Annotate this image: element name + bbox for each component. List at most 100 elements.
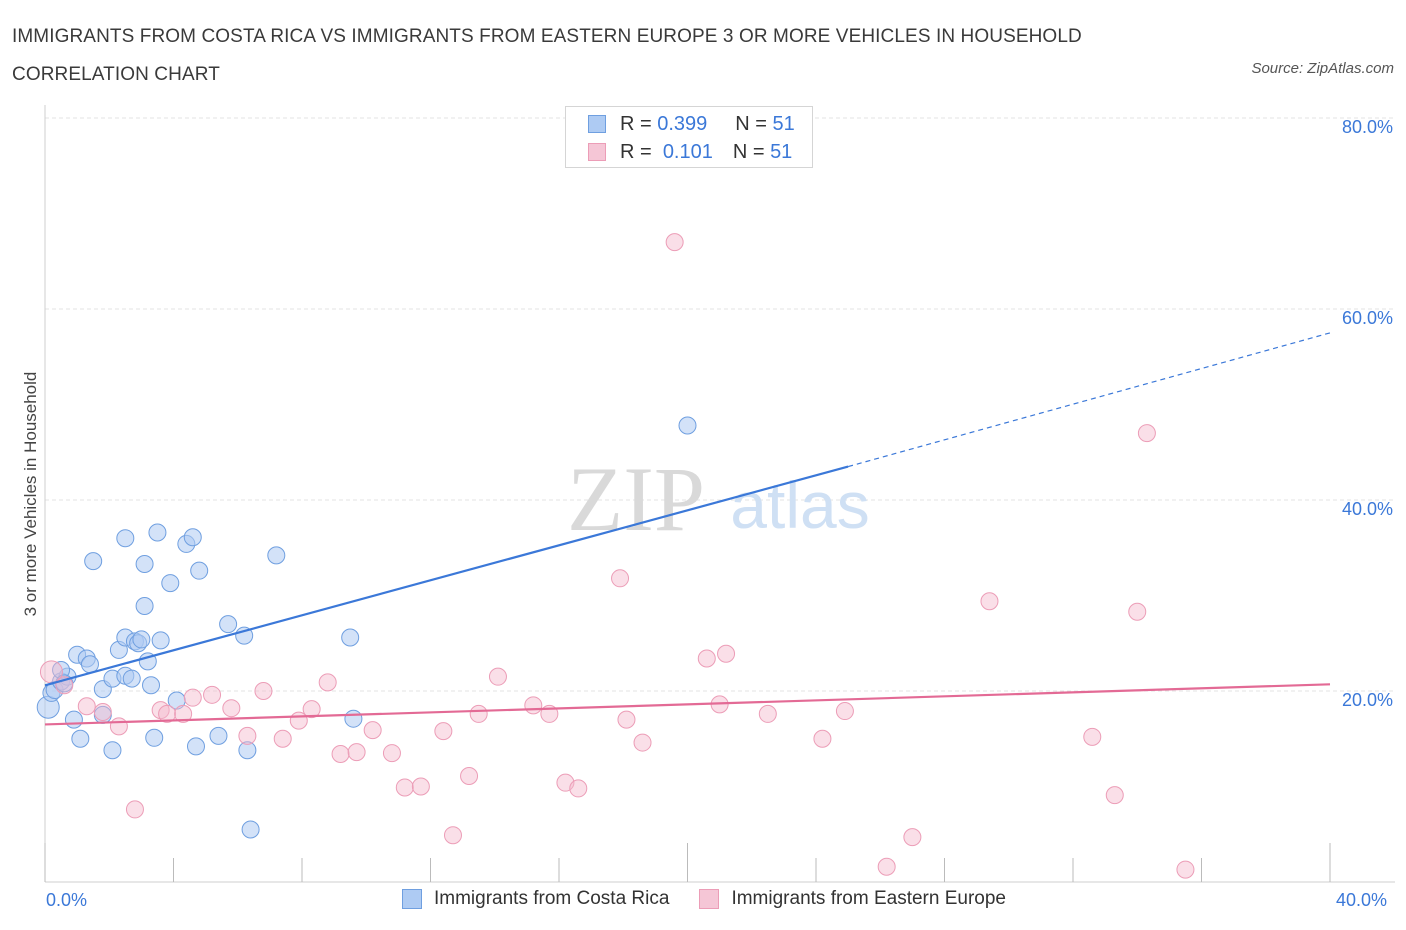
legend-n-value: 51 [772,112,795,135]
eastern-europe-point [980,592,999,611]
eastern-europe-point [347,743,366,762]
costa-rica-point [241,820,260,839]
legend-swatch-blue [588,115,606,133]
gridlines [45,117,1395,692]
eastern-europe-point [877,857,896,876]
y-tick-label: 60.0% [1342,308,1393,328]
eastern-europe-point [238,726,257,745]
legend-n-label: N = [735,112,767,135]
series-legend-eastern-europe: Immigrants from Eastern Europe [699,888,1006,910]
costa-rica-point [116,529,135,548]
series-swatch-pink [699,889,720,909]
costa-rica-trend-extension [847,332,1331,468]
eastern-europe-point [460,766,479,785]
eastern-europe-point [183,688,202,707]
eastern-europe-point [1176,860,1195,879]
legend-r-value: 0.399 [657,112,708,135]
eastern-europe-point [382,744,401,763]
legend-n-value: 51 [770,140,793,163]
eastern-europe-point [395,778,414,797]
costa-rica-point [145,728,164,747]
eastern-europe-point [434,722,453,741]
costa-rica-point [219,615,238,634]
costa-rica-point [183,528,202,547]
eastern-europe-point [331,745,350,764]
costa-rica-point [344,709,363,728]
y-tick-labels: 20.0% 40.0% 60.0% 80.0% [1342,117,1393,710]
eastern-europe-point [411,777,430,796]
series-label: Immigrants from Costa Rica [434,888,670,909]
eastern-europe-point [109,717,128,736]
eastern-europe-point [1083,727,1102,746]
legend-r-label: R = [620,112,652,135]
x-tick-label-max: 40.0% [1336,890,1388,910]
costa-rica-point [135,597,154,616]
costa-rica-point [84,552,103,571]
eastern-europe-point [717,644,736,663]
eastern-europe-point [1128,602,1147,621]
costa-rica-point [142,676,161,695]
costa-rica-point [238,741,257,760]
trend-lines [44,332,1331,726]
costa-rica-point [80,655,99,674]
eastern-europe-point [174,704,193,723]
eastern-europe-point [611,569,630,588]
costa-rica-point [161,574,180,593]
eastern-europe-point [1137,424,1156,443]
series-swatch-blue [402,889,422,909]
source-label: Source: ZipAtlas.com [1251,60,1394,77]
costa-rica-point [678,416,697,435]
watermark-zip: ZIP [567,448,705,550]
legend-row-eastern-europe: R = 0.101 N = 51 [588,139,792,165]
eastern-europe-point [835,702,854,721]
legend-r-value: 0.101 [662,140,713,163]
data-points [36,233,1195,879]
costa-rica-point [132,630,151,649]
costa-rica-point [190,561,209,580]
y-tick-label: 80.0% [1342,117,1393,137]
eastern-europe-point [617,710,636,729]
series-legend: Immigrants from Costa Rica Immigrants fr… [402,888,1036,910]
costa-rica-point [151,631,170,650]
costa-rica-point [148,523,167,542]
eastern-europe-point [469,704,488,723]
costa-rica-point [186,737,205,756]
costa-rica-trend-line [44,465,849,687]
y-tick-label: 20.0% [1342,690,1393,710]
costa-rica-point [71,729,90,748]
eastern-europe-point [158,704,177,723]
eastern-europe-point [318,673,337,692]
eastern-europe-point [633,733,652,752]
axes [44,105,1395,883]
eastern-europe-point [488,667,507,686]
eastern-europe-point [1105,786,1124,805]
series-label: Immigrants from Eastern Europe [731,888,1006,909]
eastern-europe-point [569,779,588,798]
costa-rica-point [341,628,360,647]
legend-r-label: R = [620,140,652,163]
costa-rica-point [64,710,83,729]
eastern-europe-point [758,704,777,723]
x-tick-label-min: 0.0% [46,890,88,910]
correlation-legend: R = 0.399 N = 51 R = 0.101 N = 51 [565,106,813,168]
eastern-europe-point [697,649,716,668]
watermark: ZIP atlas [567,448,870,550]
legend-n-label: N = [732,140,765,163]
costa-rica-point [209,726,228,745]
eastern-europe-point [93,703,112,722]
eastern-europe-point [443,826,462,845]
eastern-europe-point [125,800,144,819]
y-tick-label: 40.0% [1342,499,1393,519]
legend-row-costa-rica: R = 0.399 N = 51 [588,111,795,137]
eastern-europe-point [302,700,321,719]
eastern-europe-point [254,682,273,700]
legend-swatch-pink [588,143,606,161]
series-legend-costa-rica: Immigrants from Costa Rica [402,888,669,910]
eastern-europe-point [273,729,292,748]
costa-rica-point [103,741,122,760]
eastern-europe-point [813,729,832,748]
costa-rica-point [122,669,141,688]
eastern-europe-trend-line [44,683,1331,726]
eastern-europe-point [77,697,96,716]
